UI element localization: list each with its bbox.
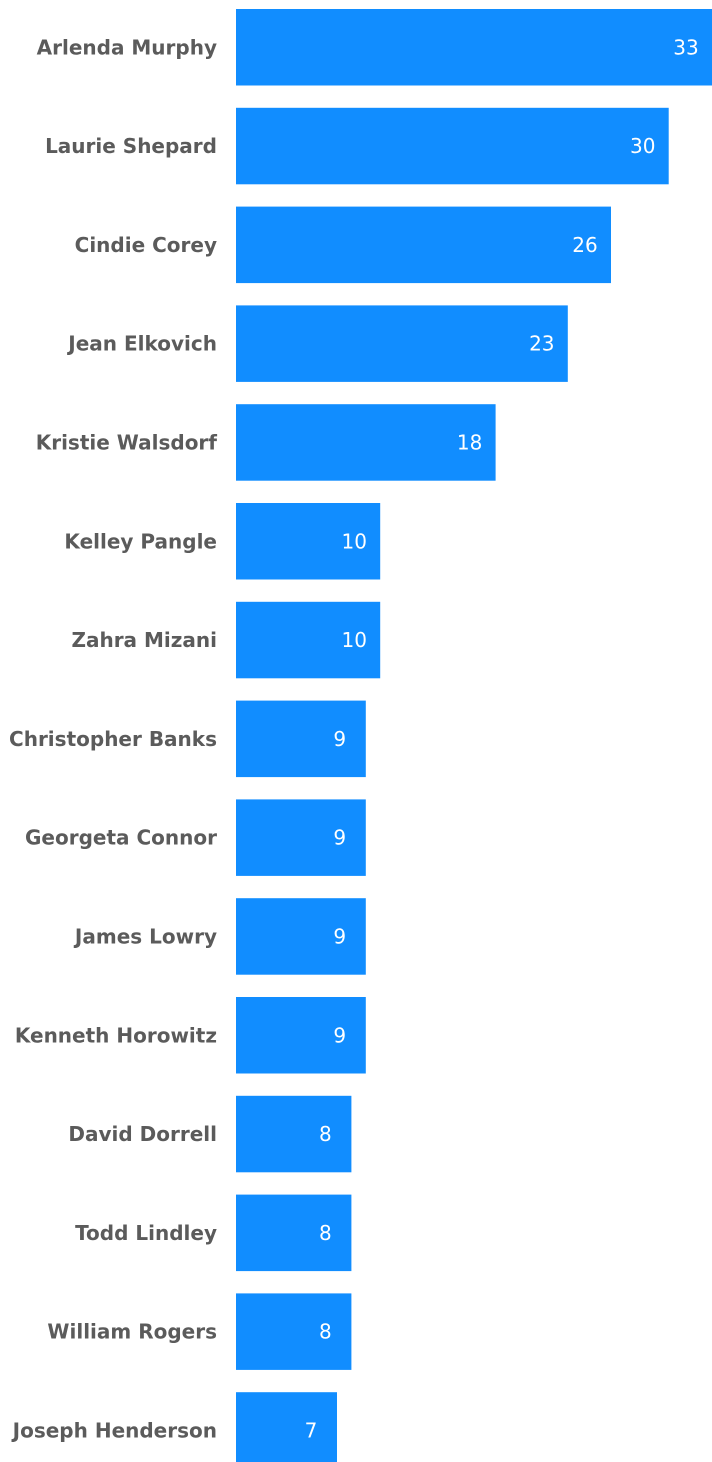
data-label: 9 (333, 1023, 346, 1047)
data-label: 9 (333, 727, 346, 751)
bar-kenneth-horowitz[interactable] (236, 997, 366, 1074)
bar-arlenda-murphy[interactable] (236, 9, 712, 86)
data-label: 30 (630, 134, 655, 158)
data-label: 7 (305, 1419, 318, 1443)
bar-jean-elkovich[interactable] (236, 305, 568, 382)
category-label: Kristie Walsdorf (36, 430, 218, 454)
bar-georgeta-connor[interactable] (236, 799, 366, 876)
bar-william-rogers[interactable] (236, 1293, 352, 1370)
category-label: Cindie Corey (75, 233, 217, 257)
category-label: Georgeta Connor (25, 826, 217, 850)
data-label: 9 (333, 826, 346, 850)
category-label: Joseph Henderson (11, 1419, 217, 1443)
data-label: 18 (457, 430, 482, 454)
data-label: 8 (319, 1320, 332, 1344)
bar-james-lowry[interactable] (236, 898, 366, 975)
data-label: 33 (673, 35, 698, 59)
category-label: Laurie Shepard (45, 134, 217, 158)
category-label: Zahra Mizani (71, 628, 217, 652)
category-label: Kelley Pangle (64, 529, 217, 553)
data-label: 10 (341, 628, 366, 652)
bar-christopher-banks[interactable] (236, 700, 366, 778)
data-label: 26 (572, 233, 597, 257)
value-labels: 33 30 26 23 18 10 10 9 9 9 9 8 8 8 7 (305, 35, 699, 1442)
data-label: 8 (319, 1122, 332, 1146)
category-label: Arlenda Murphy (37, 35, 217, 59)
category-label: David Dorrell (68, 1122, 217, 1146)
category-label: James Lowry (73, 924, 217, 948)
category-labels: Arlenda Murphy Laurie Shepard Cindie Corey… (9, 35, 217, 1442)
data-label: 10 (341, 529, 366, 553)
category-label: Kenneth Horowitz (15, 1023, 217, 1047)
bar-david-dorrell[interactable] (236, 1095, 352, 1173)
bar-kristie-walsdorf[interactable] (236, 404, 496, 481)
data-label: 9 (333, 924, 346, 948)
bar-laurie-shepard[interactable] (236, 107, 669, 185)
data-label: 8 (319, 1221, 332, 1245)
bar-kelley-pangle[interactable] (236, 503, 381, 580)
bar-joseph-henderson[interactable] (236, 1392, 337, 1462)
bars-layer (236, 9, 712, 1462)
category-label: Christopher Banks (9, 727, 217, 751)
category-label: William Rogers (47, 1320, 217, 1344)
category-label: Todd Lindley (75, 1221, 217, 1245)
bar-zahra-mizani[interactable] (236, 601, 381, 679)
bar-cindie-corey[interactable] (236, 206, 611, 284)
bar-todd-lindley[interactable] (236, 1194, 352, 1272)
category-label: Jean Elkovich (66, 332, 217, 356)
data-label: 23 (529, 332, 554, 356)
